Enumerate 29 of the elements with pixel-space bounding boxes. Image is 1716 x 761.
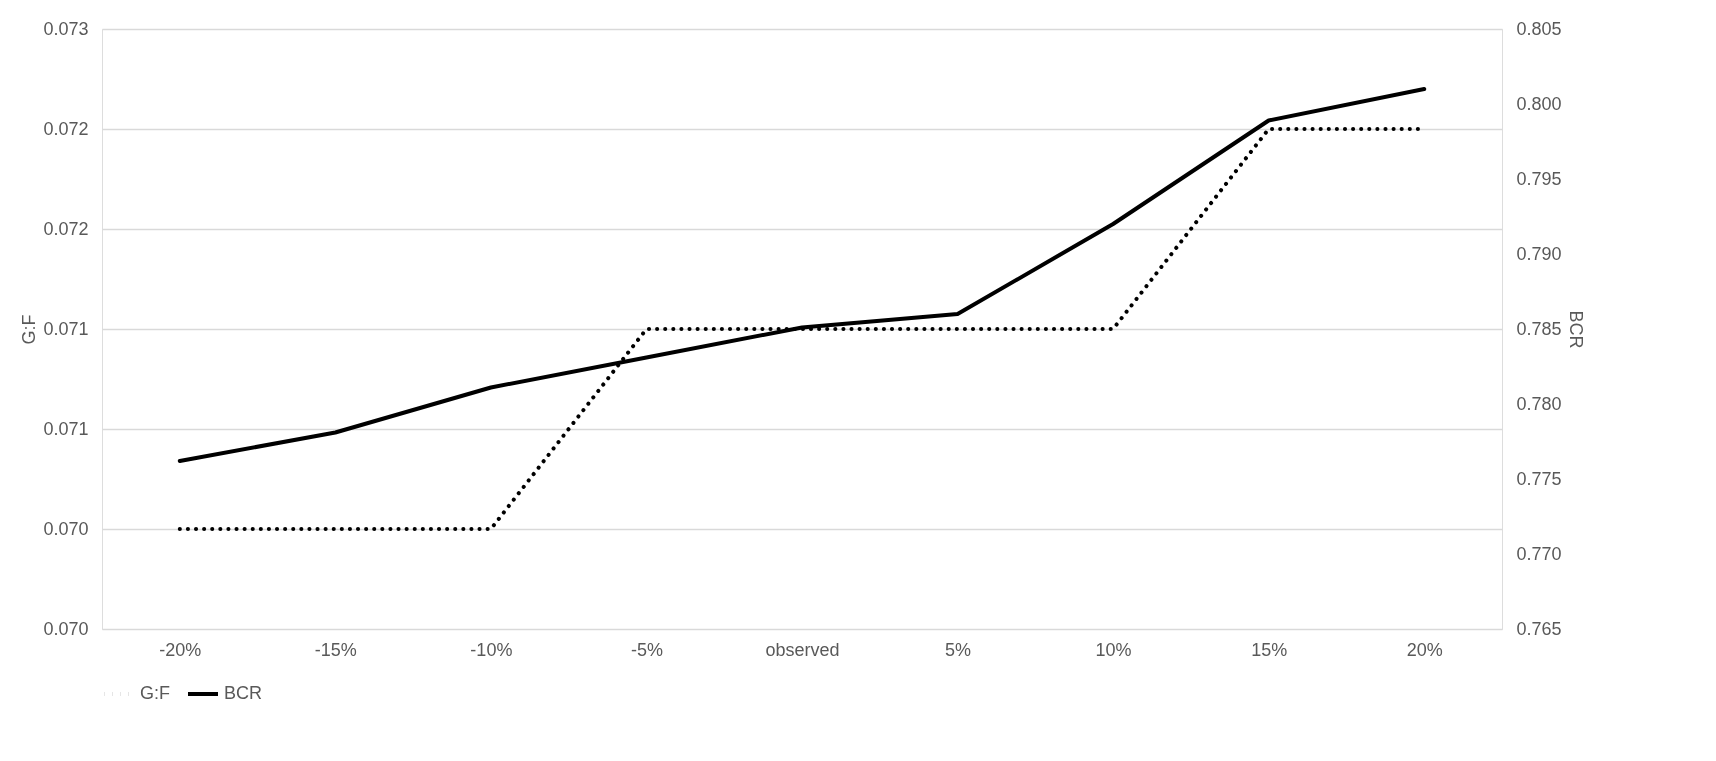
y2-tick-label: 0.790 — [1516, 243, 1562, 264]
y2-tick-label: 0.765 — [1516, 618, 1562, 639]
x-tick-label: -20% — [159, 639, 202, 660]
y-tick-label: 0.072 — [43, 118, 89, 139]
y2-tick-label: 0.795 — [1516, 168, 1562, 189]
x-tick-label: -15% — [314, 639, 357, 660]
y-axis-title: G:F — [19, 314, 40, 345]
x-tick-label: 15% — [1251, 639, 1288, 660]
x-tick-label: observed — [765, 639, 840, 660]
y-tick-label: 0.072 — [43, 218, 89, 239]
y-tick-label: 0.071 — [43, 418, 89, 439]
x-tick-label: 10% — [1095, 639, 1132, 660]
y-tick-label: 0.070 — [43, 518, 89, 539]
y-tick-label: 0.073 — [43, 18, 89, 39]
legend-label: G:F — [140, 683, 170, 703]
x-tick-label: -10% — [470, 639, 513, 660]
y2-tick-label: 0.770 — [1516, 543, 1562, 564]
y-tick-label: 0.071 — [43, 318, 89, 339]
legend-label: BCR — [224, 683, 263, 703]
x-tick-label: 20% — [1406, 639, 1443, 660]
x-tick-label: -5% — [630, 639, 663, 660]
y2-axis-title: BCR — [1565, 310, 1586, 349]
y2-tick-label: 0.785 — [1516, 318, 1562, 339]
y-tick-label: 0.070 — [43, 618, 89, 639]
y2-tick-label: 0.805 — [1516, 18, 1562, 39]
y2-tick-label: 0.780 — [1516, 393, 1562, 414]
x-tick-label: 5% — [945, 639, 972, 660]
y2-tick-label: 0.775 — [1516, 468, 1562, 489]
y2-tick-label: 0.800 — [1516, 93, 1562, 114]
